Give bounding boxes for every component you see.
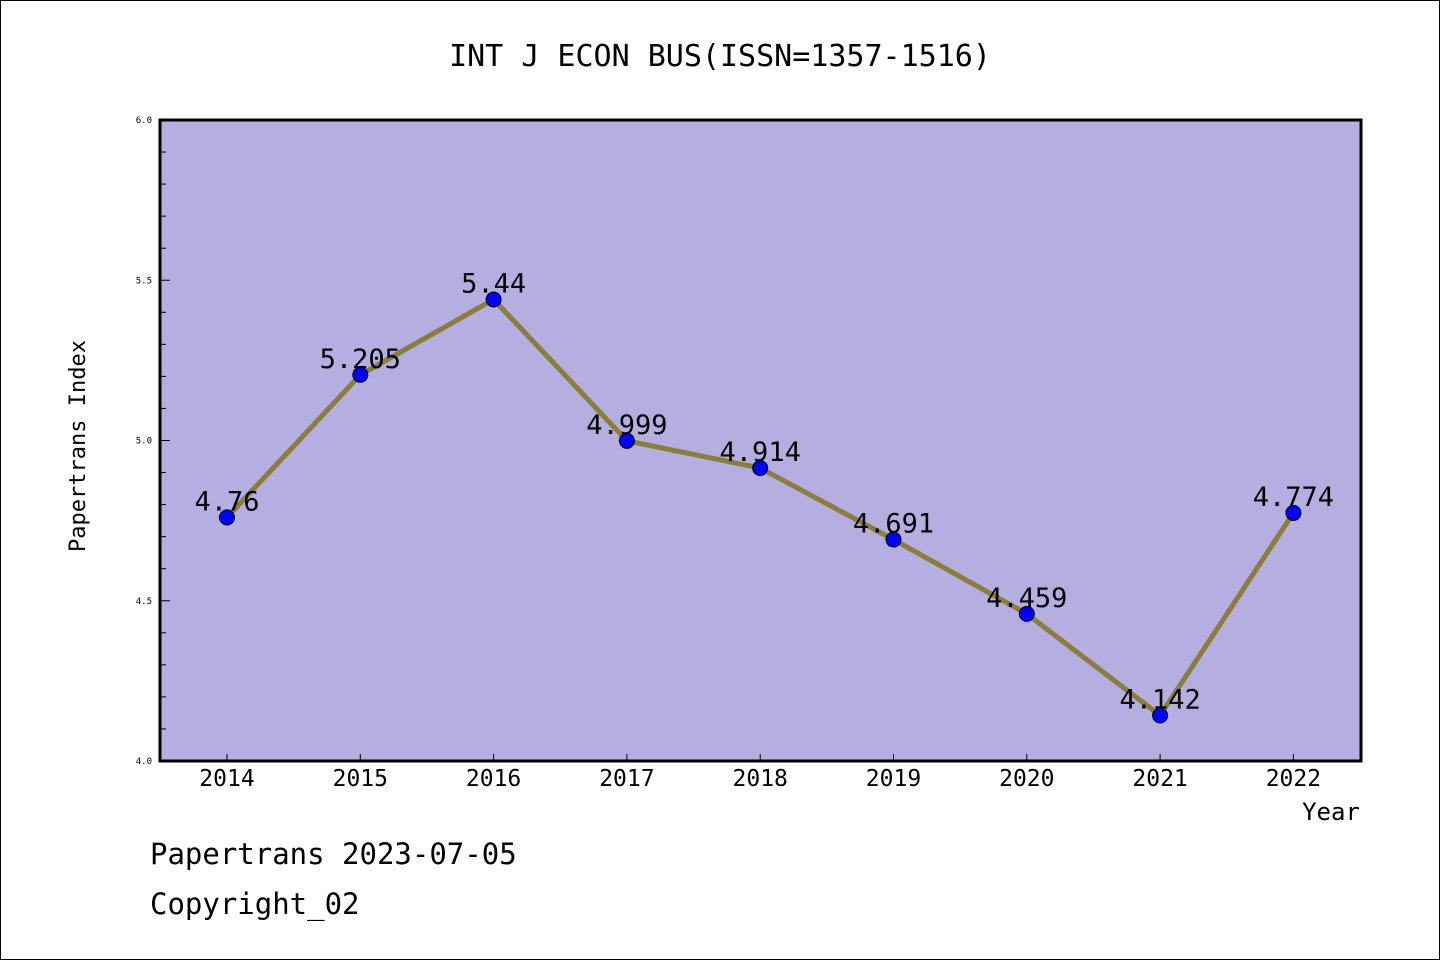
x-tick-label: 2022 — [1266, 766, 1321, 792]
data-point — [1152, 707, 1169, 724]
data-label: 4.914 — [720, 437, 801, 468]
y-tick-label: 4.5 — [136, 597, 152, 607]
footer-date-text: Papertrans 2023-07-05 — [150, 837, 517, 871]
x-axis: 2014 2015 2016 2017 2018 2019 2020 2021 2022 — [199, 754, 1321, 792]
data-point — [885, 531, 902, 548]
data-label: 5.205 — [320, 344, 401, 375]
x-tick-label: 2015 — [333, 766, 388, 792]
data-point — [352, 366, 369, 383]
data-point — [485, 291, 502, 308]
data-point — [752, 460, 769, 477]
x-tick-label: 2017 — [599, 766, 654, 792]
x-tick-label: 2018 — [733, 766, 788, 792]
data-label: 4.999 — [586, 410, 667, 441]
data-label: 4.142 — [1119, 684, 1200, 715]
x-tick-label: 2019 — [866, 766, 921, 792]
y-tick-label: 6.0 — [136, 116, 152, 126]
series-index: 4.76 5.205 5.44 4.999 4.914 4.691 4.459 4.142 4.… — [194, 268, 1334, 724]
plot-area — [158, 118, 1363, 763]
x-tick-label: 2016 — [466, 766, 521, 792]
chart-title: INT J ECON BUS(ISSN=1357-1516) — [449, 39, 991, 74]
y-tick-label: 5.0 — [136, 437, 152, 447]
y-axis: 4.0 4.5 5.0 5.5 6.0 — [136, 116, 170, 767]
y-axis-label: Papertrans Index — [66, 340, 91, 552]
x-axis-label: Year — [1302, 798, 1360, 826]
data-point — [1018, 605, 1035, 622]
data-label: 5.44 — [461, 268, 526, 299]
data-label: 4.691 — [853, 509, 934, 540]
x-tick-label: 2020 — [999, 766, 1054, 792]
x-tick-label: 2014 — [199, 766, 254, 792]
data-label: 4.459 — [986, 583, 1067, 614]
data-point — [618, 432, 635, 449]
x-tick-label: 2021 — [1132, 766, 1187, 792]
y-tick-label: 5.5 — [136, 276, 152, 286]
footer-copyright-text: Copyright_02 — [150, 887, 360, 922]
data-point — [219, 509, 235, 526]
data-point — [1285, 504, 1302, 521]
data-label: 4.76 — [194, 486, 259, 517]
data-label: 4.774 — [1253, 482, 1334, 513]
y-tick-label: 4.0 — [136, 757, 152, 767]
